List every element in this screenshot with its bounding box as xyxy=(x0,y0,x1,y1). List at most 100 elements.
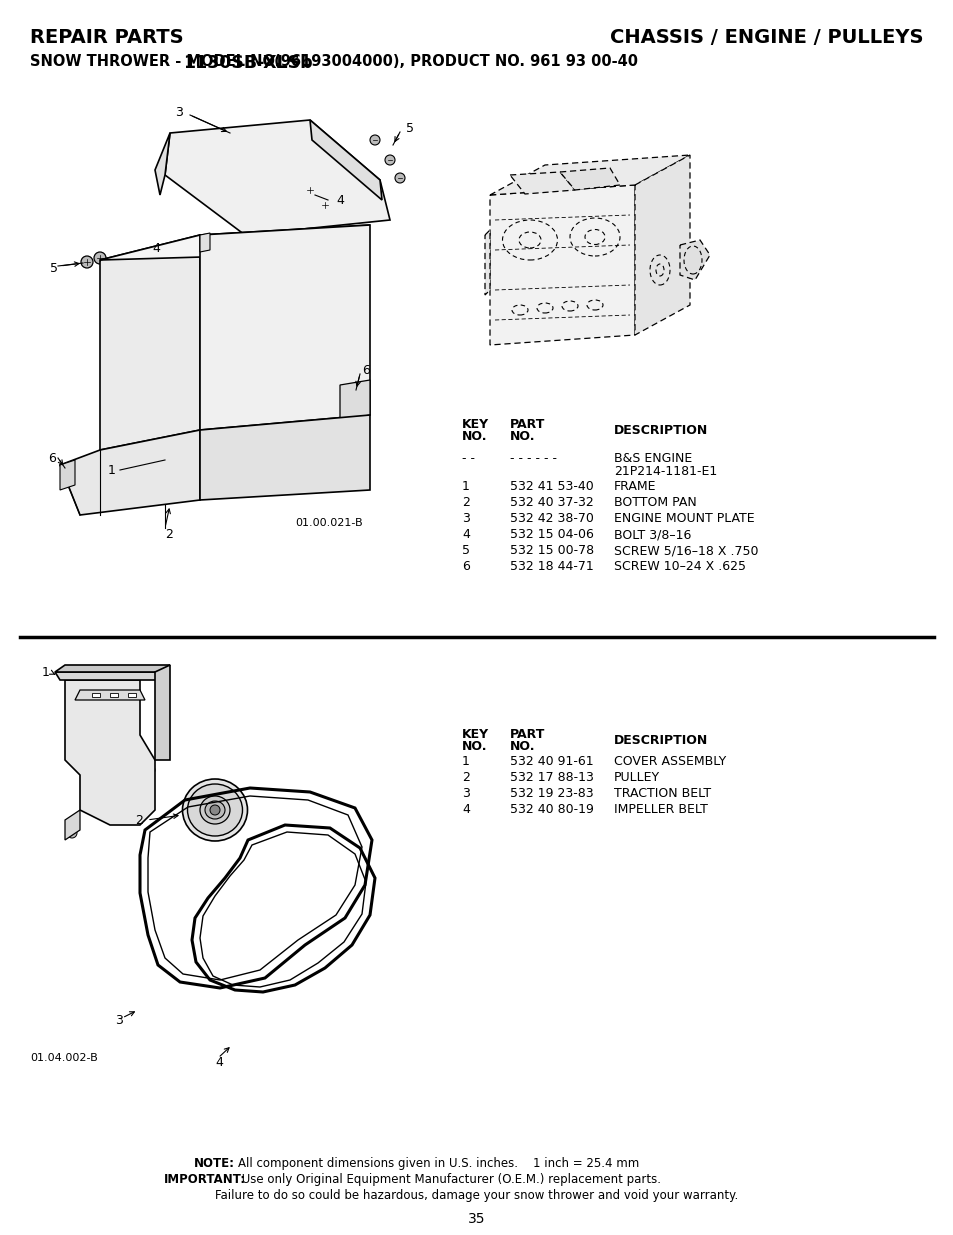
Text: SNOW THROWER - MODEL NO.: SNOW THROWER - MODEL NO. xyxy=(30,54,285,69)
Ellipse shape xyxy=(249,143,271,157)
Text: 532 40 37-32: 532 40 37-32 xyxy=(510,496,593,509)
Text: B&S ENGINE: B&S ENGINE xyxy=(614,452,692,466)
Text: SCREW 5/16–18 X .750: SCREW 5/16–18 X .750 xyxy=(614,543,758,557)
Circle shape xyxy=(145,263,154,273)
Polygon shape xyxy=(165,120,390,235)
Circle shape xyxy=(245,161,254,170)
Polygon shape xyxy=(55,672,160,680)
Ellipse shape xyxy=(188,784,242,836)
Text: 532 40 80-19: 532 40 80-19 xyxy=(510,803,594,816)
Ellipse shape xyxy=(182,779,247,841)
Circle shape xyxy=(265,137,274,147)
Ellipse shape xyxy=(241,329,249,347)
Circle shape xyxy=(299,280,310,290)
Text: NOTE:: NOTE: xyxy=(193,1157,234,1170)
Text: PULLEY: PULLEY xyxy=(614,771,659,784)
Circle shape xyxy=(350,277,359,287)
Polygon shape xyxy=(559,168,619,190)
Ellipse shape xyxy=(131,385,149,395)
Ellipse shape xyxy=(327,341,352,359)
Ellipse shape xyxy=(265,345,294,366)
Circle shape xyxy=(318,199,331,211)
Circle shape xyxy=(335,433,344,441)
Text: 01.04.002-B: 01.04.002-B xyxy=(30,1053,97,1063)
Circle shape xyxy=(385,156,395,165)
Circle shape xyxy=(210,315,220,325)
Text: 6: 6 xyxy=(48,452,56,464)
Text: 3: 3 xyxy=(115,1014,123,1026)
Text: - - - - - -: - - - - - - xyxy=(510,452,557,466)
Circle shape xyxy=(215,245,224,252)
Text: KEY: KEY xyxy=(461,417,489,431)
Text: 6: 6 xyxy=(361,363,370,377)
Polygon shape xyxy=(60,430,200,515)
Text: PART: PART xyxy=(510,417,545,431)
Text: 5: 5 xyxy=(406,121,414,135)
Ellipse shape xyxy=(221,331,229,350)
Text: (96193004000), PRODUCT NO. 961 93 00-40: (96193004000), PRODUCT NO. 961 93 00-40 xyxy=(269,54,638,69)
Text: 01.00.021-B: 01.00.021-B xyxy=(294,517,362,529)
Polygon shape xyxy=(154,664,170,760)
Circle shape xyxy=(210,290,220,300)
Circle shape xyxy=(335,387,345,396)
Text: 532 17 88-13: 532 17 88-13 xyxy=(510,771,594,784)
Circle shape xyxy=(194,143,205,153)
Circle shape xyxy=(210,395,220,405)
Circle shape xyxy=(285,157,294,167)
Text: DESCRIPTION: DESCRIPTION xyxy=(614,424,707,437)
Text: 4: 4 xyxy=(461,529,470,541)
Ellipse shape xyxy=(200,797,230,824)
Text: COVER ASSEMBLY: COVER ASSEMBLY xyxy=(614,755,725,768)
Polygon shape xyxy=(200,233,210,252)
Polygon shape xyxy=(310,120,381,200)
Text: Failure to do so could be hazardous, damage your snow thrower and void your warr: Failure to do so could be hazardous, dam… xyxy=(215,1189,738,1202)
Text: 3: 3 xyxy=(174,105,183,119)
Polygon shape xyxy=(91,693,100,697)
Text: All component dimensions given in U.S. inches.    1 inch = 25.4 mm: All component dimensions given in U.S. i… xyxy=(237,1157,639,1170)
Text: 4: 4 xyxy=(335,194,343,206)
Text: 1130SB-XLSb: 1130SB-XLSb xyxy=(183,54,313,72)
Text: 1: 1 xyxy=(42,667,50,679)
Text: IMPELLER BELT: IMPELLER BELT xyxy=(614,803,707,816)
Polygon shape xyxy=(65,680,154,825)
Circle shape xyxy=(225,140,234,149)
Text: 532 42 38-70: 532 42 38-70 xyxy=(510,513,594,525)
Polygon shape xyxy=(128,693,136,697)
Polygon shape xyxy=(679,240,709,280)
Polygon shape xyxy=(65,810,80,840)
Text: 4: 4 xyxy=(152,242,160,254)
Text: 532 18 44-71: 532 18 44-71 xyxy=(510,559,593,573)
Circle shape xyxy=(314,225,325,235)
Polygon shape xyxy=(490,185,635,345)
Circle shape xyxy=(101,790,119,809)
Ellipse shape xyxy=(131,295,149,305)
Text: 532 40 91-61: 532 40 91-61 xyxy=(510,755,593,768)
Polygon shape xyxy=(75,690,145,700)
Text: 2: 2 xyxy=(461,771,470,784)
Text: NO.: NO. xyxy=(461,430,487,443)
Text: 21P214-1181-E1: 21P214-1181-E1 xyxy=(614,466,717,478)
Circle shape xyxy=(250,285,260,295)
Circle shape xyxy=(314,156,325,165)
Circle shape xyxy=(345,227,355,237)
Circle shape xyxy=(63,474,71,482)
Circle shape xyxy=(295,233,304,242)
Ellipse shape xyxy=(324,268,346,282)
Polygon shape xyxy=(510,172,575,194)
Polygon shape xyxy=(60,459,75,490)
Text: 3: 3 xyxy=(461,787,470,800)
Circle shape xyxy=(355,436,364,445)
Circle shape xyxy=(350,305,359,315)
Text: BOTTOM PAN: BOTTOM PAN xyxy=(614,496,696,509)
Text: 2: 2 xyxy=(165,529,172,541)
Circle shape xyxy=(205,163,214,173)
Circle shape xyxy=(355,385,365,395)
Text: NO.: NO. xyxy=(510,430,535,443)
Text: PART: PART xyxy=(510,727,545,741)
Circle shape xyxy=(145,764,154,776)
Text: DESCRIPTION: DESCRIPTION xyxy=(614,734,707,747)
Text: Use only Original Equipment Manufacturer (O.E.M.) replacement parts.: Use only Original Equipment Manufacturer… xyxy=(237,1173,660,1186)
Ellipse shape xyxy=(271,270,298,289)
Text: BOLT 3/8–16: BOLT 3/8–16 xyxy=(614,529,691,541)
Text: - -: - - xyxy=(461,452,475,466)
